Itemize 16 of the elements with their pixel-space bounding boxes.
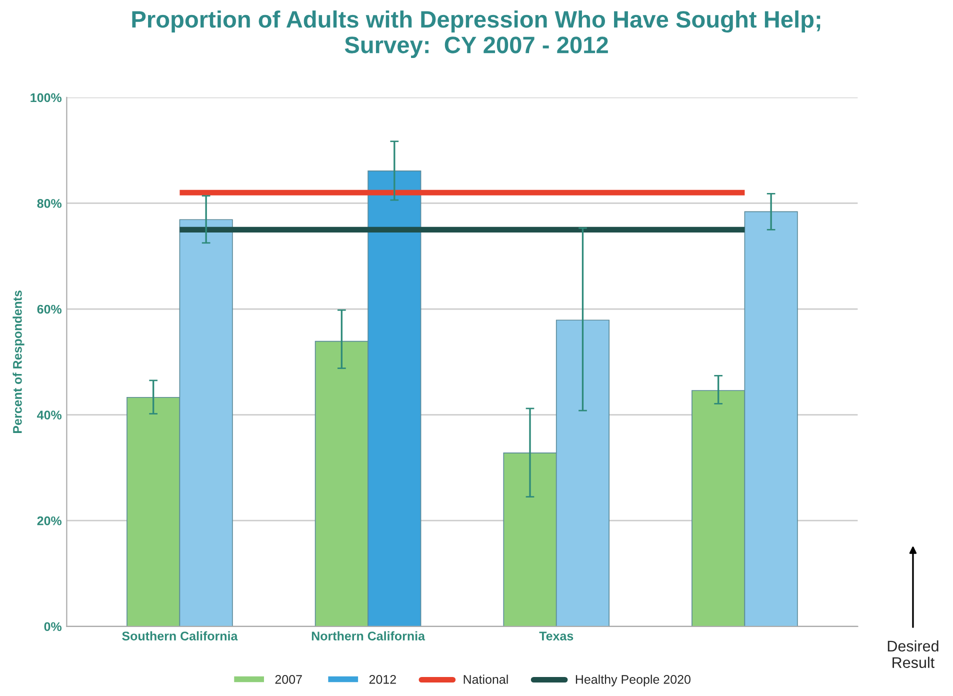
x-tick-label: Texas [539, 632, 574, 640]
y-tick-label: 0% [44, 622, 62, 632]
y-tick-label: 60% [37, 304, 62, 314]
y-tick-label: 80% [37, 199, 62, 208]
legend-label: 2007 [275, 675, 302, 684]
y-tick-label: 40% [37, 410, 62, 420]
x-tick-label: Southern California [122, 631, 238, 640]
y-axis-title: Percent of Respondents [12, 290, 24, 433]
legend-label: National [464, 674, 508, 684]
legend-label: Healthy People 2020 [576, 674, 690, 686]
chart-title: Proportion of Adults with Depression Who Have Sought Help; Survey: CY 2007 - 2012 [132, 10, 820, 58]
y-tick-label: 100% [30, 93, 62, 102]
text: Desired Result [888, 640, 938, 668]
legend-label: 2012 [369, 675, 396, 684]
x-tick-label: Northern California [312, 631, 426, 640]
y-tick-label: 20% [37, 516, 62, 526]
